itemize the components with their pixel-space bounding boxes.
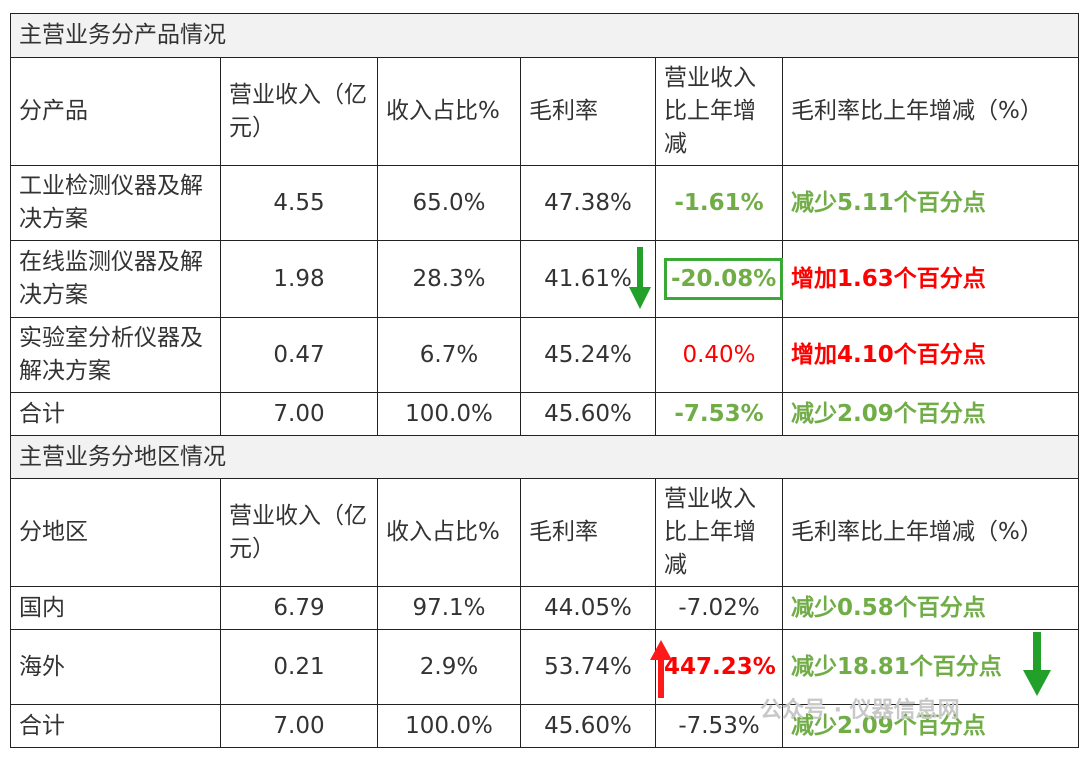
rev-change-cell: -7.53%	[655, 704, 783, 748]
revenue-cell: 4.55	[220, 165, 378, 241]
table-row: 国内 6.79 97.1% 44.05% -7.02% 减少0.58个百分点	[10, 586, 1080, 630]
margin-change-cell: 增加4.10个百分点	[781, 317, 1080, 393]
business-table: 主营业务分产品情况 分产品 营业收入（亿元） 收入占比% 毛利率 营业收入比上年…	[9, 13, 1080, 748]
row-name: 合计	[10, 392, 221, 436]
share-cell: 6.7%	[377, 317, 521, 393]
watermark: 公众号 · 仪器信息网	[760, 698, 960, 723]
margin-cell: 53.74%	[520, 629, 656, 705]
header-revenue: 营业收入（亿元）	[220, 478, 378, 587]
share-cell: 28.3%	[377, 240, 521, 318]
row-name: 海外	[10, 629, 221, 705]
header-row: 分产品 营业收入（亿元） 收入占比% 毛利率 营业收入比上年增减 毛利率比上年增…	[10, 57, 1080, 166]
header-rev-change: 营业收入比上年增减	[655, 478, 783, 587]
section-title-product: 主营业务分产品情况	[9, 13, 1080, 58]
revenue-cell: 1.98	[220, 240, 378, 318]
header-share: 收入占比%	[377, 478, 521, 587]
margin-change-cell: 减少5.11个百分点	[781, 165, 1080, 241]
margin-change-cell: 增加1.63个百分点	[781, 240, 1080, 318]
margin-cell: 45.60%	[520, 392, 656, 436]
section-title-region: 主营业务分地区情况	[9, 435, 1080, 479]
rev-change-cell: -7.53%	[655, 392, 783, 436]
revenue-cell: 7.00	[220, 392, 378, 436]
table-row: 在线监测仪器及解决方案 1.98 28.3% 41.61% -20.08% 增加…	[10, 240, 1080, 318]
margin-cell: 45.60%	[520, 704, 656, 748]
rev-change-cell: -20.08%	[655, 240, 784, 318]
down-arrow-icon	[629, 247, 651, 309]
margin-change-cell: 减少18.81个百分点	[781, 629, 1080, 705]
share-cell: 100.0%	[377, 704, 521, 748]
rev-change-cell: -1.61%	[655, 165, 783, 241]
rev-change-cell: 0.40%	[655, 317, 783, 393]
header-category: 分产品	[10, 57, 221, 166]
rev-change-cell: -7.02%	[655, 586, 783, 630]
row-name: 合计	[10, 704, 221, 748]
down-arrow-icon	[1023, 632, 1051, 696]
margin-cell: 47.38%	[520, 165, 656, 241]
row-name: 工业检测仪器及解决方案	[10, 165, 221, 241]
rev-change-cell: 447.23%	[650, 629, 783, 705]
header-margin-change: 毛利率比上年增减（%）	[781, 478, 1080, 587]
revenue-cell: 6.79	[220, 586, 378, 630]
table-row: 实验室分析仪器及解决方案 0.47 6.7% 45.24% 0.40% 增加4.…	[10, 317, 1080, 393]
header-margin: 毛利率	[520, 57, 656, 166]
margin-cell: 45.24%	[520, 317, 656, 393]
share-cell: 65.0%	[377, 165, 521, 241]
header-rev-change: 营业收入比上年增减	[655, 57, 783, 166]
row-name: 在线监测仪器及解决方案	[10, 240, 221, 318]
table-row: 工业检测仪器及解决方案 4.55 65.0% 47.38% -1.61% 减少5…	[10, 165, 1080, 241]
header-row: 分地区 营业收入（亿元） 收入占比% 毛利率 营业收入比上年增减 毛利率比上年增…	[10, 478, 1080, 587]
table-row: 合计 7.00 100.0% 45.60% -7.53% 减少2.09个百分点	[10, 392, 1080, 436]
share-cell: 2.9%	[377, 629, 521, 705]
header-share: 收入占比%	[377, 57, 521, 166]
highlight-box: -20.08%	[664, 258, 784, 300]
share-cell: 100.0%	[377, 392, 521, 436]
header-margin: 毛利率	[520, 478, 656, 587]
margin-change-cell: 减少0.58个百分点	[781, 586, 1080, 630]
header-margin-change: 毛利率比上年增减（%）	[781, 57, 1080, 166]
up-arrow-icon	[650, 640, 672, 698]
table-row: 合计 7.00 100.0% 45.60% -7.53% 减少2.09个百分点	[10, 704, 1080, 748]
margin-change-cell: 减少2.09个百分点	[781, 704, 1080, 748]
row-name: 实验室分析仪器及解决方案	[10, 317, 221, 393]
row-name: 国内	[10, 586, 221, 630]
header-revenue: 营业收入（亿元）	[220, 57, 378, 166]
header-category: 分地区	[10, 478, 221, 587]
revenue-cell: 7.00	[220, 704, 378, 748]
revenue-cell: 0.21	[220, 629, 378, 705]
margin-change-cell: 减少2.09个百分点	[781, 392, 1080, 436]
revenue-cell: 0.47	[220, 317, 378, 393]
margin-cell: 44.05%	[520, 586, 656, 630]
share-cell: 97.1%	[377, 586, 521, 630]
margin-cell: 41.61%	[520, 240, 656, 318]
